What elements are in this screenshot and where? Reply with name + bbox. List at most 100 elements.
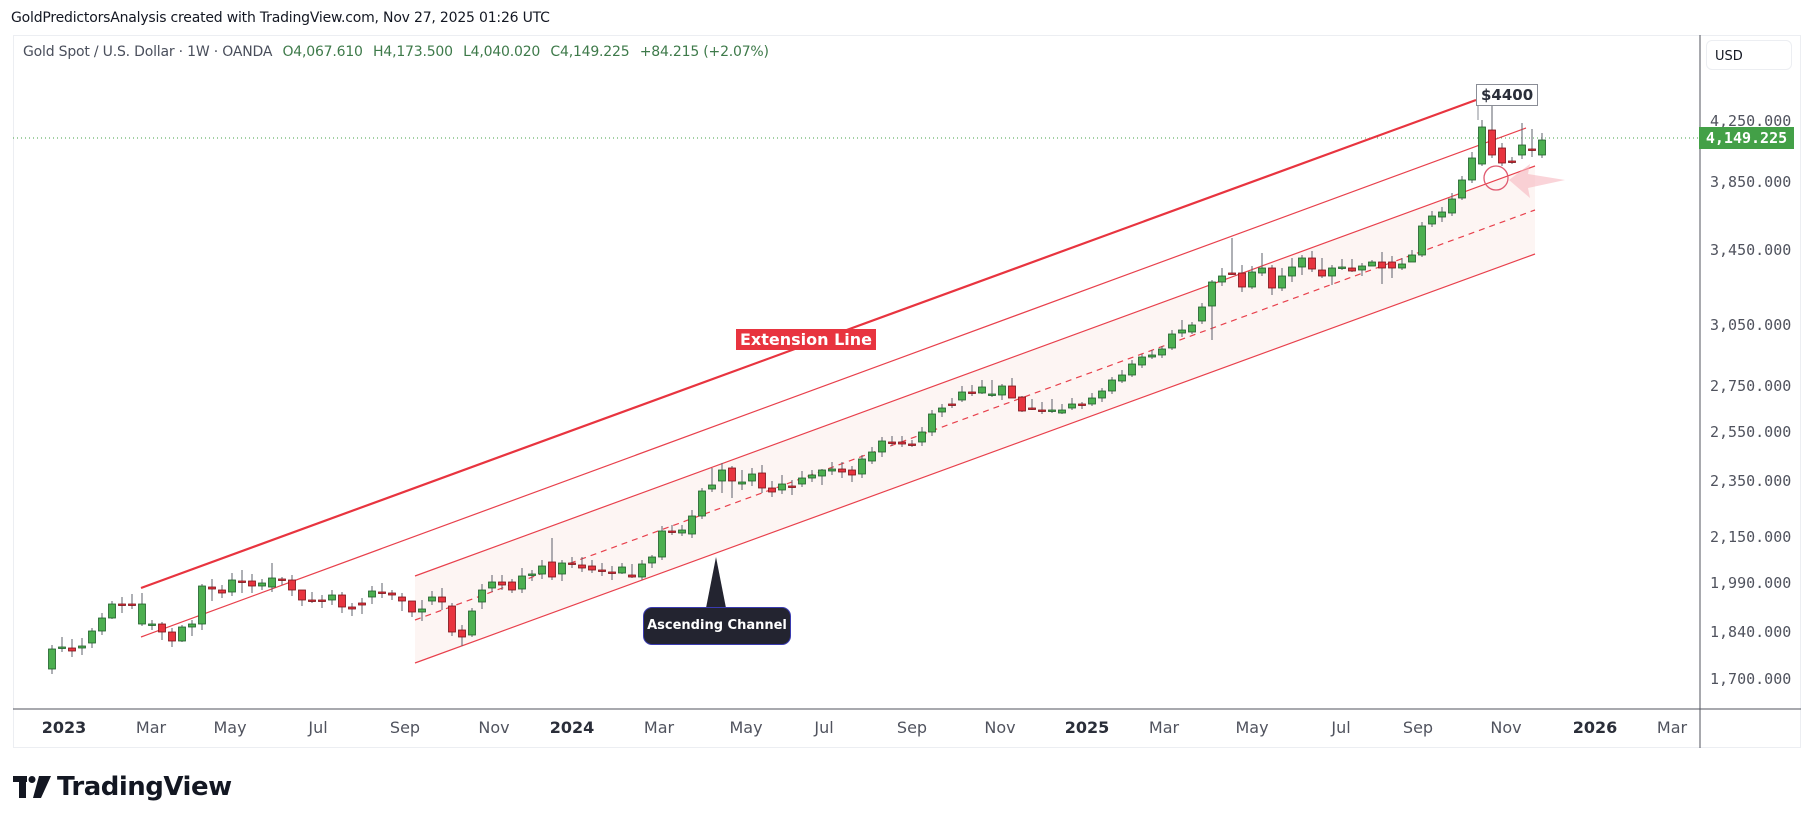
candle-body (1318, 269, 1326, 277)
price-tick-label: 2,350.000 (1710, 472, 1792, 490)
candle-body (658, 530, 666, 558)
candle-body (258, 582, 266, 587)
price-tick-label: 2,750.000 (1710, 377, 1792, 395)
time-tick-label: Nov (478, 718, 510, 737)
candle-body (288, 579, 296, 591)
candle-body (238, 580, 246, 583)
candle-body (528, 573, 536, 576)
candle-body (648, 556, 656, 564)
candle-body (358, 602, 366, 606)
candle-body (618, 566, 626, 574)
time-tick-label: Sep (896, 718, 928, 737)
candle-body (788, 485, 796, 488)
candle-body (1098, 390, 1106, 399)
time-tick-label: Nov (984, 718, 1016, 737)
candle-body (478, 589, 486, 603)
candle-body (1198, 306, 1206, 322)
candle-body (878, 440, 886, 453)
pointer-arrow-icon (1509, 164, 1565, 198)
candle-body (328, 594, 336, 601)
candle-body (1188, 324, 1196, 333)
price-tick-label: 3,850.000 (1710, 173, 1792, 191)
candle-body (1008, 385, 1016, 399)
time-tick-label: 2023 (41, 718, 87, 737)
candle-body (758, 472, 766, 489)
candle-body (928, 413, 936, 433)
candle-body (728, 467, 736, 482)
candle-body (408, 600, 416, 613)
candle-body (468, 610, 476, 636)
time-tick-label: Nov (1490, 718, 1522, 737)
candle-body (718, 469, 726, 482)
candle-body (1208, 281, 1216, 307)
candle-body (1438, 211, 1446, 218)
symbol-title[interactable]: Gold Spot / U.S. Dollar · 1W · OANDA (23, 44, 273, 60)
candle-body (1488, 129, 1496, 156)
time-tick-label: Mar (1148, 718, 1180, 737)
candle-body (68, 647, 76, 652)
price-tick-label: 3,050.000 (1710, 316, 1792, 334)
ohlc-low: L4,040.020 (463, 44, 541, 60)
candle-body (1378, 261, 1386, 269)
candle-body (168, 631, 176, 642)
candle-body (1078, 403, 1086, 406)
tradingview-logo-text: TradingView (57, 772, 232, 802)
time-tick-label: May (1235, 718, 1269, 737)
candle-body (518, 575, 526, 590)
candle-body (178, 626, 186, 642)
ascending-channel-callout[interactable]: Ascending Channel (643, 607, 791, 645)
ohlc-change: +84.215 (+2.07%) (639, 44, 769, 60)
candle-body (748, 473, 756, 482)
candle-body (198, 585, 206, 625)
candle-body (278, 578, 286, 581)
price-tick-label: 4,250.000 (1710, 112, 1792, 130)
candle-body (608, 571, 616, 574)
candle-body (988, 393, 996, 396)
candle-body (868, 451, 876, 462)
ohlc-high: H4,173.500 (373, 44, 453, 60)
channel-midline (414, 209, 1536, 621)
peak-price-label[interactable]: $4400 (1476, 84, 1539, 106)
candle-body (1238, 272, 1246, 288)
candle-body (688, 515, 696, 535)
price-tick-label: 1,700.000 (1710, 670, 1792, 688)
chart-credit: GoldPredictorsAnalysis created with Trad… (11, 10, 550, 26)
candle-body (1228, 272, 1236, 275)
candle-body (228, 579, 236, 593)
candle-body (448, 605, 456, 633)
candle-body (1268, 267, 1276, 289)
ohlc-close: C4,149.225 (550, 44, 630, 60)
candle-body (578, 564, 586, 569)
candle-body (308, 599, 316, 602)
candle-body (438, 596, 446, 603)
candle-body (1018, 396, 1026, 412)
time-tick-label: Jul (1331, 718, 1351, 737)
extension-line-label[interactable]: Extension Line (736, 329, 877, 350)
candle-body (1508, 160, 1516, 163)
candle-body (388, 592, 396, 596)
candle-body (1178, 329, 1186, 334)
candle-body (458, 629, 466, 638)
price-tick-label: 3,450.000 (1710, 241, 1792, 259)
candle-body (908, 443, 916, 446)
candle-body (1248, 271, 1256, 288)
candle-body (708, 484, 716, 490)
candle-body (548, 561, 556, 578)
candle-body (838, 468, 846, 473)
price-tick-label: 1,840.000 (1710, 623, 1792, 641)
candle-body (738, 481, 746, 485)
time-tick-label: Sep (389, 718, 421, 737)
currency-selector[interactable]: USD (1706, 40, 1792, 70)
candle-body (498, 581, 506, 586)
candle-body (248, 580, 256, 587)
candle-body (998, 385, 1006, 396)
candle-body (768, 487, 776, 493)
price-tick-label: 1,990.000 (1710, 574, 1792, 592)
time-tick-label: May (213, 718, 247, 737)
candle-body (978, 386, 986, 394)
candle-body (1498, 147, 1506, 164)
candle-body (1288, 266, 1296, 277)
tradingview-logo[interactable]: TradingView (13, 772, 232, 802)
candle-body (488, 581, 496, 589)
